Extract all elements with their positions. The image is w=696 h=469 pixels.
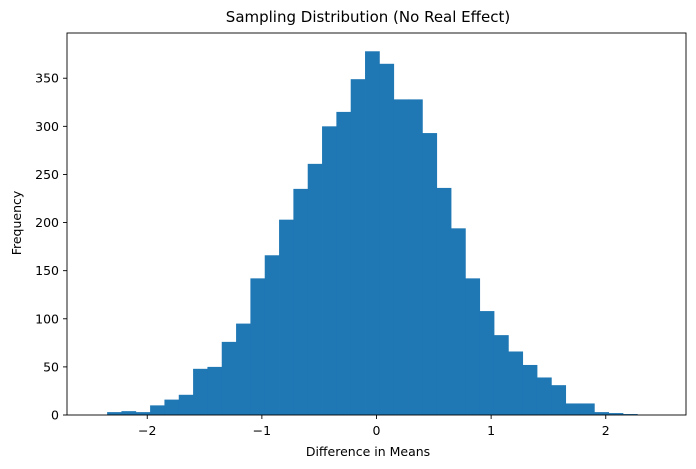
histogram-bar <box>193 368 208 415</box>
chart-title: Sampling Distribution (No Real Effect) <box>226 8 510 26</box>
histogram-bar <box>135 412 151 415</box>
histogram-bar <box>422 133 438 415</box>
histogram-bar <box>307 163 323 415</box>
histogram-bar <box>279 219 294 415</box>
y-axis-label: Frequency <box>9 190 24 255</box>
histogram-bar <box>465 278 481 415</box>
y-tick-label: 150 <box>35 263 59 278</box>
x-tick-label: −1 <box>253 423 271 438</box>
histogram-bar <box>436 187 452 415</box>
histogram-bar <box>107 412 122 415</box>
histogram-bar <box>365 51 380 416</box>
histogram-bar <box>493 335 509 415</box>
x-tick-label: 1 <box>487 423 495 438</box>
histogram-bar <box>536 377 552 415</box>
histogram-bars <box>107 51 638 416</box>
histogram-bar <box>164 399 180 415</box>
y-tick-label: 0 <box>51 408 59 423</box>
y-tick-label: 250 <box>35 167 59 182</box>
x-axis-label: Difference in Means <box>306 444 430 459</box>
histogram-bar <box>236 323 251 415</box>
histogram-bar <box>207 366 223 415</box>
histogram-bar <box>608 413 624 415</box>
histogram-bar <box>508 351 524 415</box>
histogram-bar <box>178 394 194 415</box>
y-tick-label: 300 <box>35 119 59 134</box>
histogram-bar <box>565 403 581 415</box>
histogram-bar <box>551 385 567 415</box>
histogram-bar <box>322 126 337 415</box>
histogram-bar <box>451 228 466 415</box>
histogram-bar <box>579 403 595 415</box>
x-tick-label: −2 <box>138 423 156 438</box>
y-tick-label: 50 <box>43 359 59 374</box>
y-axis: 0 50 100 150 200 250 300 350 <box>35 71 67 423</box>
histogram-bar <box>221 341 237 415</box>
histogram-bar <box>479 311 495 415</box>
histogram-bar <box>408 99 423 415</box>
y-tick-label: 100 <box>35 311 59 326</box>
histogram-bar <box>250 278 266 415</box>
y-tick-label: 200 <box>35 215 59 230</box>
histogram-bar <box>522 364 538 415</box>
y-tick-label: 350 <box>35 71 59 86</box>
histogram-bar <box>393 99 409 415</box>
x-tick-label: 2 <box>602 423 610 438</box>
histogram-bar <box>594 412 610 415</box>
histogram-bar <box>293 188 309 415</box>
histogram-bar <box>379 63 395 416</box>
x-tick-label: 0 <box>373 423 381 438</box>
x-axis: −2 −1 0 1 2 <box>138 415 610 438</box>
histogram-bar <box>350 79 366 415</box>
histogram-bar <box>264 255 280 415</box>
histogram-bar <box>121 411 137 415</box>
histogram-bar <box>150 405 165 415</box>
histogram-bar <box>622 414 638 415</box>
histogram-bar <box>336 111 352 415</box>
